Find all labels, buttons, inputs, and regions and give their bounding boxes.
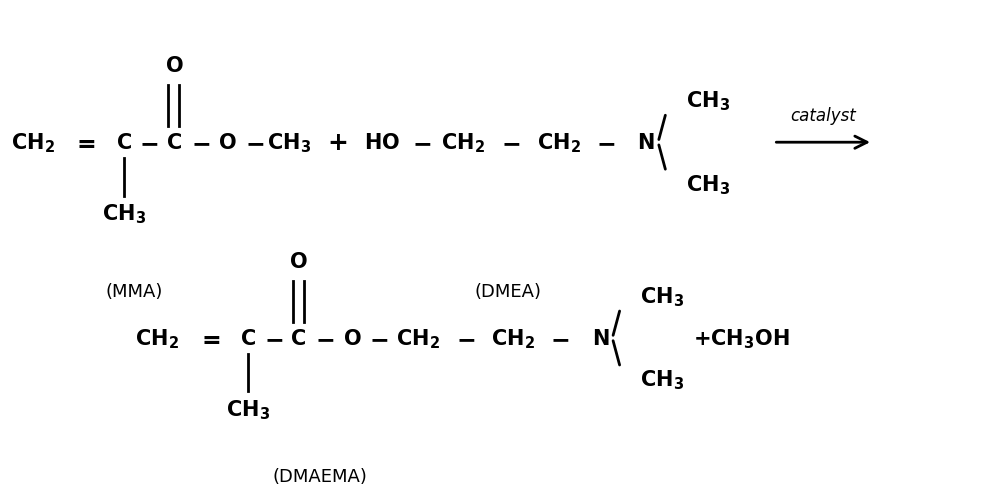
Text: $\mathbf{-}$: $\mathbf{-}$ xyxy=(139,131,159,155)
Text: $\mathbf{-}$: $\mathbf{-}$ xyxy=(412,131,431,155)
Text: $\mathbf{N}$: $\mathbf{N}$ xyxy=(637,133,655,153)
Text: $\mathbf{CH_2}$: $\mathbf{CH_2}$ xyxy=(11,131,55,155)
Text: $\mathbf{C}$: $\mathbf{C}$ xyxy=(240,328,256,348)
Text: $\mathbf{-}$: $\mathbf{-}$ xyxy=(596,131,615,155)
Text: $\mathbf{CH_3}$: $\mathbf{CH_3}$ xyxy=(686,90,730,113)
Text: $\mathbf{-}$: $\mathbf{-}$ xyxy=(315,326,335,350)
Text: $\mathbf{CH_2}$: $\mathbf{CH_2}$ xyxy=(537,131,581,155)
Text: $\mathbf{C}$: $\mathbf{C}$ xyxy=(116,133,132,153)
Text: $\mathbf{-}$: $\mathbf{-}$ xyxy=(191,131,210,155)
Text: $\mathbf{O}$: $\mathbf{O}$ xyxy=(218,133,237,153)
Text: $\mathbf{CH_3}$: $\mathbf{CH_3}$ xyxy=(640,285,684,309)
Text: $\mathbf{CH_3}$: $\mathbf{CH_3}$ xyxy=(267,131,311,155)
Text: $\mathbf{CH_2}$: $\mathbf{CH_2}$ xyxy=(441,131,485,155)
Text: $\mathbf{N}$: $\mathbf{N}$ xyxy=(592,328,609,348)
Text: $\mathbf{-}$: $\mathbf{-}$ xyxy=(369,326,388,350)
Text: (DMAEMA): (DMAEMA) xyxy=(273,467,367,485)
Text: $\mathbf{-}$: $\mathbf{-}$ xyxy=(264,326,283,350)
Text: (DMEA): (DMEA) xyxy=(474,282,541,300)
Text: $\mathbf{CH_2}$: $\mathbf{CH_2}$ xyxy=(491,327,535,350)
Text: $\mathbf{+}$: $\mathbf{+}$ xyxy=(327,131,347,155)
Text: $\mathbf{O}$: $\mathbf{O}$ xyxy=(343,328,361,348)
Text: $\mathbf{-}$: $\mathbf{-}$ xyxy=(501,131,521,155)
Text: $\mathbf{O}$: $\mathbf{O}$ xyxy=(289,252,307,272)
Text: $\mathbf{CH_3}$: $\mathbf{CH_3}$ xyxy=(640,368,684,392)
Text: $\mathbf{=}$: $\mathbf{=}$ xyxy=(72,131,96,155)
Text: (MMA): (MMA) xyxy=(105,282,163,300)
Text: $\mathbf{HO}$: $\mathbf{HO}$ xyxy=(364,133,400,153)
Text: $\mathbf{-}$: $\mathbf{-}$ xyxy=(245,131,264,155)
Text: $\mathbf{CH_2}$: $\mathbf{CH_2}$ xyxy=(135,327,179,350)
Text: $\mathbf{CH_3}$: $\mathbf{CH_3}$ xyxy=(686,173,730,196)
Text: $\mathbf{CH_3}$: $\mathbf{CH_3}$ xyxy=(226,398,270,421)
Text: $\mathbf{+ CH_3OH}$: $\mathbf{+ CH_3OH}$ xyxy=(693,327,790,350)
Text: $\mathbf{-}$: $\mathbf{-}$ xyxy=(550,326,569,350)
Text: $\mathbf{=}$: $\mathbf{=}$ xyxy=(197,326,221,350)
Text: $\mathbf{C}$: $\mathbf{C}$ xyxy=(166,133,182,153)
Text: $\mathbf{C}$: $\mathbf{C}$ xyxy=(290,328,306,348)
Text: $\mathbf{CH_2}$: $\mathbf{CH_2}$ xyxy=(396,327,439,350)
Text: $\mathbf{-}$: $\mathbf{-}$ xyxy=(456,326,475,350)
Text: catalyst: catalyst xyxy=(790,106,856,124)
Text: $\mathbf{O}$: $\mathbf{O}$ xyxy=(165,56,183,76)
Text: $\mathbf{CH_3}$: $\mathbf{CH_3}$ xyxy=(102,202,146,226)
